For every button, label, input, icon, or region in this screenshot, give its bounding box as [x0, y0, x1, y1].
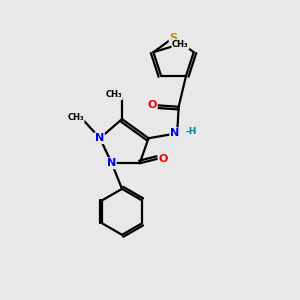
Text: O: O — [148, 100, 157, 110]
Text: O: O — [159, 154, 168, 164]
Text: CH₃: CH₃ — [106, 90, 122, 99]
Text: N: N — [170, 128, 179, 138]
Text: CH₃: CH₃ — [172, 40, 189, 49]
Text: N: N — [106, 158, 116, 168]
Text: N: N — [95, 133, 104, 143]
Text: S: S — [169, 32, 178, 43]
Text: -H: -H — [185, 127, 197, 136]
Text: CH₃: CH₃ — [67, 113, 84, 122]
